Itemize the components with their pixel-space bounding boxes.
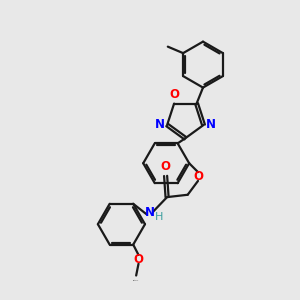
Text: N: N [155, 118, 165, 131]
Text: H: H [154, 212, 163, 221]
Text: methoxy: methoxy [133, 279, 139, 280]
Text: N: N [145, 206, 155, 219]
Text: O: O [134, 253, 143, 266]
Text: O: O [169, 88, 179, 101]
Text: N: N [206, 118, 216, 131]
Text: O: O [193, 170, 203, 183]
Text: O: O [160, 160, 171, 173]
